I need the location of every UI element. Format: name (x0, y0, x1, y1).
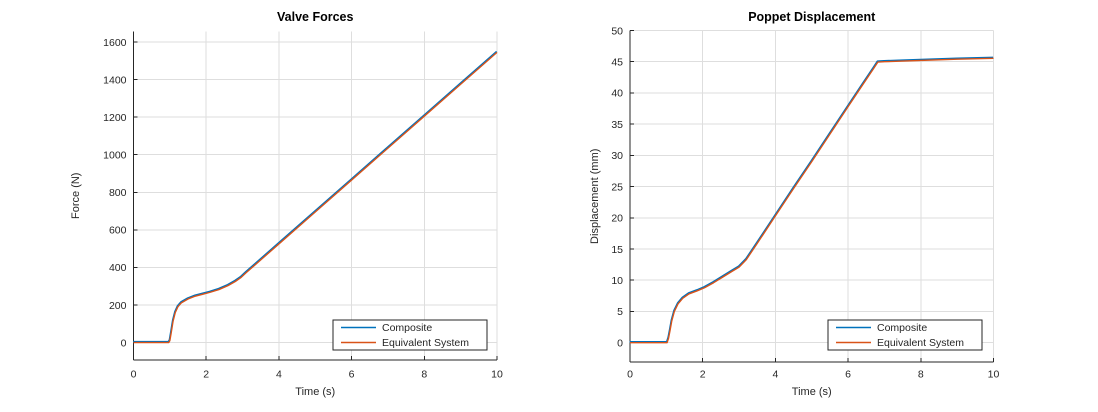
series-line-equivalent-system (630, 57, 994, 344)
y-tick-label: 0 (617, 337, 623, 349)
y-tick-label: 25 (611, 181, 623, 193)
y-tick-label: 600 (109, 225, 127, 237)
x-tick-label: 10 (491, 369, 503, 381)
y-tick-label: 1400 (103, 74, 127, 86)
x-tick-label: 4 (276, 369, 282, 381)
x-tick-label: 10 (988, 369, 1000, 381)
y-axis-label: Force (N) (70, 173, 82, 219)
legend-box (332, 319, 488, 351)
chart-valve-forces: 0 2 4 6 8 10 0 200 400 600 800 1000 1200 1400 1600 Valv… (70, 10, 503, 398)
x-tick-label: 2 (203, 369, 209, 381)
valve-forces-legend: Composite Equivalent System (332, 319, 488, 351)
x-tick-label: 6 (845, 369, 851, 381)
x-tick-label: 4 (772, 369, 778, 381)
x-tick-label: 0 (131, 369, 137, 381)
y-tick-label: 400 (109, 262, 127, 274)
y-tick-label: 5 (617, 306, 623, 318)
y-tick-label: 1000 (103, 150, 127, 162)
y-tick-label: 1600 (103, 37, 127, 49)
y-tick-label: 200 (109, 300, 127, 312)
y-tick-label: 30 (611, 150, 623, 162)
valve-forces-grid (133, 31, 498, 360)
legend-entry-label: Composite (382, 322, 432, 334)
y-axis-label: Displacement (mm) (589, 149, 601, 244)
y-tick-label: 45 (611, 57, 623, 69)
y-tick-label: 15 (611, 244, 623, 256)
series-line-equivalent-system (133, 51, 498, 344)
y-tick-label: 800 (109, 187, 127, 199)
x-tick-label: 2 (700, 369, 706, 381)
x-tick-label: 8 (421, 369, 427, 381)
x-axis-label: Time (s) (295, 386, 335, 398)
y-tick-label: 50 (611, 25, 623, 37)
chart-title: Poppet Displacement (748, 10, 876, 24)
valve-forces-axes (133, 31, 498, 361)
y-tick-label: 40 (611, 88, 623, 100)
legend-entry-label: Equivalent System (877, 337, 964, 349)
x-axis-label: Time (s) (792, 386, 832, 398)
y-tick-label: 0 (121, 337, 127, 349)
y-tick-label: 35 (611, 119, 623, 131)
legend-entry-label: Equivalent System (382, 337, 469, 349)
series-line-composite (133, 50, 498, 343)
chart-title: Valve Forces (277, 10, 353, 24)
y-tick-label: 20 (611, 213, 623, 225)
poppet-displacement-axes (629, 30, 994, 363)
series-line-composite (629, 56, 994, 343)
x-tick-label: 6 (349, 369, 355, 381)
legend-box (827, 319, 983, 351)
legend-entry-label: Composite (877, 322, 927, 334)
x-tick-label: 8 (918, 369, 924, 381)
chart-poppet-displacement: 0 2 4 6 8 10 0 5 10 15 20 25 30 35 40 45 50 Poppet Displa… (589, 10, 999, 398)
poppet-displacement-legend: Composite Equivalent System (827, 319, 983, 351)
poppet-displacement-grid (630, 30, 994, 362)
y-tick-label: 10 (611, 275, 623, 287)
y-tick-label: 1200 (103, 112, 127, 124)
x-tick-label: 0 (627, 369, 633, 381)
